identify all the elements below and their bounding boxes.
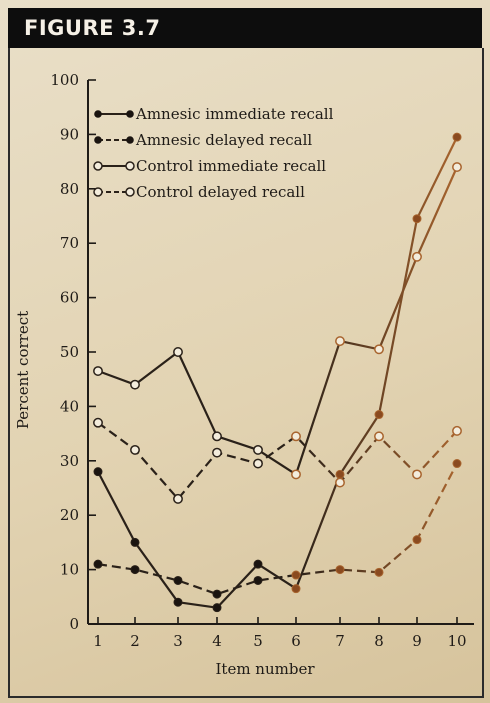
control-immediate-recall-point — [93, 366, 103, 376]
amnesic-immediate-recall-point — [212, 603, 222, 613]
x-tick-label: 4 — [212, 632, 222, 650]
control-delayed-recall-point — [212, 447, 222, 458]
control-immediate-recall-point — [212, 431, 222, 442]
amnesic-delayed-recall-line — [97, 462, 458, 596]
y-tick-label: 70 — [60, 234, 79, 252]
amnesic-immediate-recall-point — [93, 467, 103, 477]
chart-axes: 0 10 20 30 40 50 60 70 80 90 100 1 2 3 4 5 6 7 8 9 10 — [50, 71, 474, 650]
control-delayed-recall-point — [93, 417, 103, 428]
control-delayed-recall-line — [97, 421, 458, 500]
legend-item-control-immediate-recall: Control immediate recall — [93, 157, 326, 175]
amnesic-immediate-recall-point — [173, 597, 183, 607]
amnesic-delayed-recall-point — [212, 589, 222, 599]
x-tick-label: 1 — [93, 632, 103, 650]
amnesic-delayed-recall-point — [173, 575, 183, 585]
amnesic-immediate-recall-point — [291, 584, 301, 594]
legend-marker — [125, 161, 135, 171]
y-tick-label: 40 — [60, 397, 79, 415]
control-immediate-recall-point — [130, 379, 140, 390]
legend-marker — [125, 187, 135, 197]
legend-marker — [126, 136, 134, 144]
amnesic-immediate-recall-point — [130, 537, 140, 547]
control-immediate-recall-series — [93, 162, 462, 480]
y-tick-label: 30 — [60, 452, 79, 470]
legend-label: Amnesic delayed recall — [135, 131, 312, 149]
y-tick-label: 90 — [60, 125, 79, 143]
amnesic-delayed-recall-point — [130, 565, 140, 575]
legend-label: Control immediate recall — [136, 157, 326, 175]
x-tick-label: 8 — [374, 632, 384, 650]
control-delayed-recall-point — [335, 477, 345, 488]
amnesic-delayed-recall-point — [253, 575, 263, 585]
figure-frame — [8, 48, 484, 698]
amnesic-immediate-recall-series — [93, 132, 462, 613]
amnesic-immediate-recall-point — [452, 132, 462, 142]
control-delayed-recall-point — [374, 431, 384, 442]
amnesic-delayed-recall-point — [335, 565, 345, 575]
x-tick-label: 10 — [447, 632, 466, 650]
y-tick-label: 100 — [50, 71, 79, 89]
amnesic-immediate-recall-point — [253, 559, 263, 569]
control-delayed-recall-point — [173, 493, 183, 504]
amnesic-immediate-recall-line — [97, 136, 458, 609]
y-axis-label: Percent correct — [14, 311, 32, 429]
legend-marker — [126, 110, 134, 118]
chart-legend: Amnesic immediate recall Amnesic delayed … — [93, 105, 334, 201]
control-immediate-recall-point — [291, 469, 301, 480]
y-tick-label: 80 — [60, 180, 79, 198]
amnesic-immediate-recall-point — [335, 469, 345, 479]
amnesic-delayed-recall-point — [374, 567, 384, 577]
y-tick-label: 20 — [60, 506, 79, 524]
x-tick-label: 7 — [335, 632, 345, 650]
amnesic-delayed-recall-point — [93, 559, 103, 569]
control-delayed-recall-point — [452, 425, 462, 436]
x-tick-label: 6 — [291, 632, 301, 650]
amnesic-immediate-recall-point — [412, 214, 422, 224]
amnesic-delayed-recall-point — [291, 570, 301, 580]
y-tick-label: 10 — [60, 561, 79, 579]
amnesic-immediate-recall-point — [374, 410, 384, 420]
control-immediate-recall-point — [173, 347, 183, 357]
legend-marker — [93, 187, 103, 197]
legend-item-amnesic-delayed-recall: Amnesic delayed recall — [94, 131, 312, 149]
legend-item-amnesic-immediate-recall: Amnesic immediate recall — [94, 105, 334, 123]
control-immediate-recall-point — [335, 336, 345, 347]
legend-label: Amnesic immediate recall — [135, 105, 334, 123]
plot-area — [93, 132, 462, 613]
y-tick-label: 0 — [69, 615, 79, 633]
legend-item-control-delayed-recall: Control delayed recall — [93, 183, 305, 201]
control-immediate-recall-line — [97, 166, 459, 476]
legend-marker — [94, 110, 102, 118]
control-immediate-recall-point — [374, 344, 384, 355]
control-delayed-recall-point — [130, 444, 140, 455]
y-tick-label: 50 — [60, 343, 79, 361]
legend-marker — [94, 136, 102, 144]
control-delayed-recall-point — [253, 458, 263, 469]
control-delayed-recall-point — [291, 431, 301, 442]
control-delayed-recall-series — [93, 417, 462, 504]
figure-title: FIGURE 3.7 — [24, 16, 161, 40]
legend-marker — [93, 161, 103, 171]
control-delayed-recall-point — [412, 469, 422, 480]
amnesic-delayed-recall-series — [93, 459, 462, 599]
x-tick-label: 3 — [173, 632, 183, 650]
x-tick-label: 2 — [130, 632, 140, 650]
x-tick-label: 9 — [412, 632, 422, 650]
legend-label: Control delayed recall — [136, 183, 305, 201]
control-immediate-recall-point — [452, 162, 462, 172]
amnesic-delayed-recall-point — [452, 459, 462, 469]
figure-banner: FIGURE 3.7 — [8, 8, 482, 48]
x-tick-label: 5 — [253, 632, 263, 650]
control-immediate-recall-point — [412, 251, 422, 262]
control-immediate-recall-point — [253, 444, 263, 455]
y-tick-label: 60 — [60, 289, 79, 307]
amnesic-delayed-recall-point — [412, 535, 422, 545]
x-axis-label: Item number — [215, 660, 315, 678]
